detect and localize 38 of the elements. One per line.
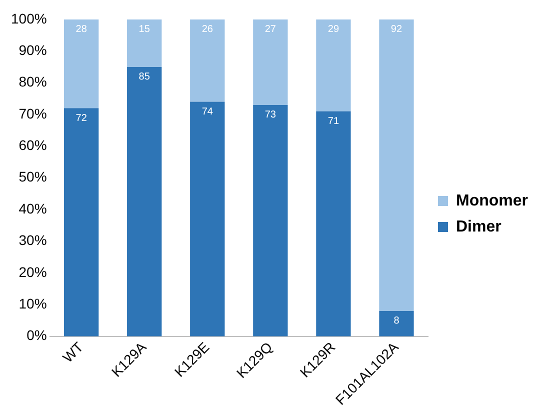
y-tick-label: 0% — [26, 327, 47, 344]
bar — [316, 19, 351, 112]
bar — [190, 102, 225, 336]
data-label: 15 — [138, 24, 150, 36]
x-tick-label: WT — [59, 338, 86, 366]
bar — [316, 111, 351, 336]
y-tick-label: 10% — [18, 295, 47, 312]
bar — [190, 19, 225, 102]
legend-label: Dimer — [456, 218, 502, 236]
bar — [64, 108, 99, 336]
legend-label: Monomer — [456, 192, 528, 210]
y-tick-label: 70% — [18, 105, 47, 122]
data-label: 71 — [328, 116, 340, 128]
bar — [127, 19, 162, 67]
y-tick-label: 30% — [18, 232, 47, 248]
bar — [253, 104, 288, 336]
data-label: 27 — [264, 24, 276, 36]
data-label: 73 — [264, 110, 276, 121]
data-label: 8 — [394, 316, 400, 327]
data-label: 74 — [202, 106, 214, 118]
bar — [127, 66, 162, 336]
data-label: 85 — [138, 72, 150, 83]
y-tick-label: 100% — [10, 10, 47, 26]
bar — [253, 19, 288, 105]
y-tick-label: 90% — [18, 42, 47, 58]
data-label: 29 — [328, 24, 340, 36]
data-label: 28 — [76, 24, 88, 36]
bar — [64, 19, 99, 108]
y-tick-label: 20% — [18, 264, 47, 280]
bar — [379, 310, 414, 336]
y-tick-label: 50% — [18, 168, 47, 185]
data-label: 26 — [202, 24, 214, 36]
data-label: 92 — [390, 24, 402, 36]
y-tick-label: 80% — [18, 74, 47, 90]
y-tick-label: 60% — [18, 137, 47, 154]
data-label: 72 — [76, 112, 88, 124]
bar — [379, 19, 414, 311]
y-tick-label: 40% — [18, 200, 47, 216]
